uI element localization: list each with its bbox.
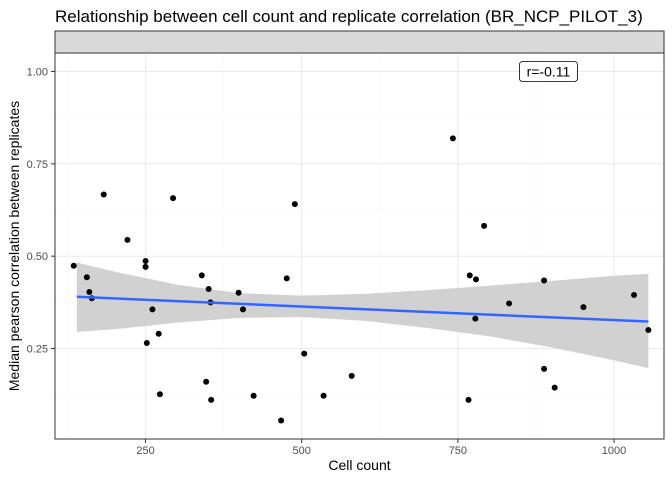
data-point	[205, 286, 212, 293]
data-point	[142, 263, 149, 270]
data-point	[481, 222, 488, 229]
plot-panel	[55, 53, 664, 439]
annotation-box	[519, 61, 578, 82]
chart-title: Relationship between cell count and repl…	[55, 7, 643, 26]
data-point	[203, 378, 210, 385]
data-point	[100, 191, 107, 198]
data-point	[143, 339, 150, 346]
data-point	[465, 396, 472, 403]
x-tick-label: 750	[449, 445, 467, 457]
data-point	[283, 275, 290, 282]
x-axis-ticks: 250 500 750 1000	[136, 439, 626, 457]
panel-border	[54, 52, 665, 440]
data-point	[250, 392, 257, 399]
y-tick-label: 0.25	[27, 344, 48, 356]
y-tick-label: 1.00	[27, 66, 48, 78]
data-point	[472, 276, 479, 283]
data-point	[156, 391, 163, 398]
data-point	[541, 365, 548, 372]
data-point	[551, 384, 558, 391]
data-point	[83, 274, 90, 281]
data-point	[631, 291, 638, 298]
data-point	[645, 327, 652, 334]
y-axis-title: Median pearson correlation between repli…	[6, 101, 22, 391]
data-point	[301, 350, 308, 357]
data-point	[235, 289, 242, 296]
data-point	[348, 372, 355, 379]
data-point	[149, 306, 156, 313]
correlation-annotation: r=-0.11	[519, 61, 578, 82]
data-point	[320, 392, 327, 399]
data-point	[580, 304, 587, 311]
y-tick-label: 0.50	[27, 251, 48, 263]
y-axis-ticks: 0.25 0.50 0.75 1.00	[27, 66, 55, 356]
data-point	[278, 417, 285, 424]
facet-strip	[54, 30, 665, 54]
y-tick-label: 0.75	[27, 159, 48, 171]
data-point	[240, 306, 247, 313]
x-tick-label: 1000	[602, 445, 626, 457]
data-point	[291, 201, 298, 208]
data-point	[208, 396, 215, 403]
data-point	[86, 288, 93, 295]
annotation-label: r=-0.11	[527, 63, 571, 79]
data-point	[449, 135, 456, 142]
data-point	[70, 262, 77, 269]
data-point	[198, 272, 205, 279]
data-point	[466, 272, 473, 279]
x-tick-label: 500	[293, 445, 311, 457]
data-point	[142, 257, 149, 264]
data-point	[124, 236, 131, 243]
data-point	[472, 315, 479, 322]
trend-line-layer	[76, 295, 649, 323]
data-point	[541, 277, 548, 284]
trend-line	[76, 295, 649, 323]
data-point	[155, 330, 162, 337]
panel-background	[55, 53, 664, 439]
data-point	[506, 300, 513, 307]
x-axis-title: Cell count	[328, 457, 390, 473]
confidence-band-layer	[76, 262, 649, 369]
data-point	[170, 195, 177, 202]
x-tick-label: 250	[136, 445, 154, 457]
confidence-band	[76, 262, 649, 369]
